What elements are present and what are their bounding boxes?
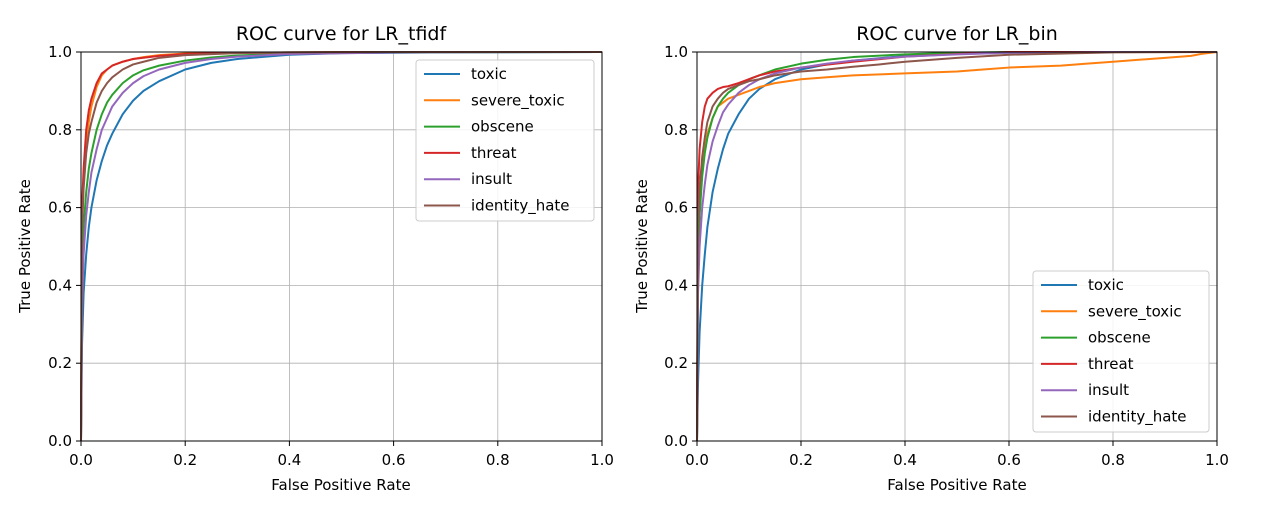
y-tick-label: 1.0 (664, 43, 688, 61)
x-tick-label: 1.0 (1205, 451, 1229, 469)
x-tick-label: 0.6 (997, 451, 1021, 469)
x-axis-label: False Positive Rate (271, 476, 410, 494)
legend-item-threat: threat (424, 144, 517, 162)
y-tick-label: 0.4 (664, 276, 688, 294)
legend-label: threat (1088, 355, 1134, 373)
x-tick-label: 0.0 (69, 451, 93, 469)
y-tick-label: 0.8 (664, 121, 688, 139)
series-line-identity-hate (80, 51, 602, 442)
chart-title: ROC curve for LR_bin (856, 23, 1058, 45)
x-tick-label: 0.8 (486, 451, 510, 469)
y-tick-label: 0.2 (48, 354, 72, 372)
legend-item-insult: insult (424, 170, 512, 188)
legend-label: severe_toxic (1088, 302, 1182, 321)
legend-label: identity_hate (1088, 408, 1187, 427)
series-line-obscene (80, 51, 603, 442)
legend-label: insult (1088, 381, 1129, 399)
series-line-insult (696, 51, 1217, 442)
y-tick-label: 0.2 (664, 354, 688, 372)
x-tick-label: 0.4 (893, 451, 917, 469)
series-line-toxic (80, 51, 603, 442)
legend-item-identity-hate: identity_hate (424, 197, 570, 216)
y-tick-label: 0.4 (48, 276, 72, 294)
legend-label: obscene (471, 118, 534, 136)
legend-item-threat: threat (1041, 355, 1134, 373)
chart-title: ROC curve for LR_tfidf (236, 23, 448, 45)
x-tick-label: 1.0 (590, 451, 614, 469)
x-tick-label: 0.0 (685, 451, 709, 469)
roc-chart-lr-bin: ROC curve for LR_bin 0.0 0.2 0.4 0.6 0.8 1.0 0… (633, 23, 1229, 494)
series-line-insult (80, 51, 603, 442)
y-tick-label: 0.6 (48, 199, 72, 217)
x-tick-label: 0.2 (789, 451, 813, 469)
legend-label: identity_hate (471, 197, 570, 216)
legend-item-obscene: obscene (424, 118, 534, 136)
y-axis-label: True Positive Rate (16, 179, 34, 314)
legend-item-insult: insult (1041, 381, 1129, 399)
y-tick-label: 0.8 (48, 121, 72, 139)
x-tick-label: 0.8 (1101, 451, 1125, 469)
legend-item-identity-hate: identity_hate (1041, 408, 1187, 427)
y-axis-label: True Positive Rate (633, 179, 651, 314)
legend-item-severe-toxic: severe_toxic (1041, 302, 1182, 321)
legend-item-severe-toxic: severe_toxic (424, 91, 565, 110)
legend-label: threat (471, 144, 517, 162)
x-tick-label: 0.6 (382, 451, 406, 469)
y-tick-label: 0.0 (48, 432, 72, 450)
x-axis-label: False Positive Rate (887, 476, 1026, 494)
x-tick-label: 0.4 (277, 451, 301, 469)
y-tick-label: 1.0 (48, 43, 72, 61)
legend-label: insult (471, 170, 512, 188)
legend-frame (415, 59, 595, 222)
roc-chart-lr-tfidf: ROC curve for LR_tfidf 0.0 0.2 0.4 0.6 0.8 1.… (16, 23, 614, 494)
legend-item-toxic: toxic (424, 65, 507, 83)
legend-label: obscene (1088, 329, 1151, 347)
legend-item-toxic: toxic (1041, 276, 1124, 294)
legend-label: toxic (1088, 276, 1124, 294)
legend-label: severe_toxic (471, 91, 565, 110)
legend-item-obscene: obscene (1041, 329, 1151, 347)
x-tick-label: 0.2 (173, 451, 197, 469)
series-line-identity-hate (696, 51, 1218, 442)
y-tick-label: 0.0 (664, 432, 688, 450)
legend-label: toxic (471, 65, 507, 83)
y-tick-label: 0.6 (664, 199, 688, 217)
